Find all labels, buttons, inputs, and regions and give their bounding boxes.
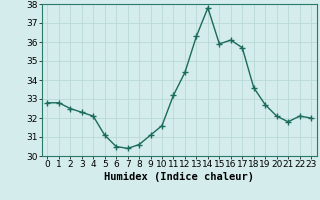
X-axis label: Humidex (Indice chaleur): Humidex (Indice chaleur) — [104, 172, 254, 182]
